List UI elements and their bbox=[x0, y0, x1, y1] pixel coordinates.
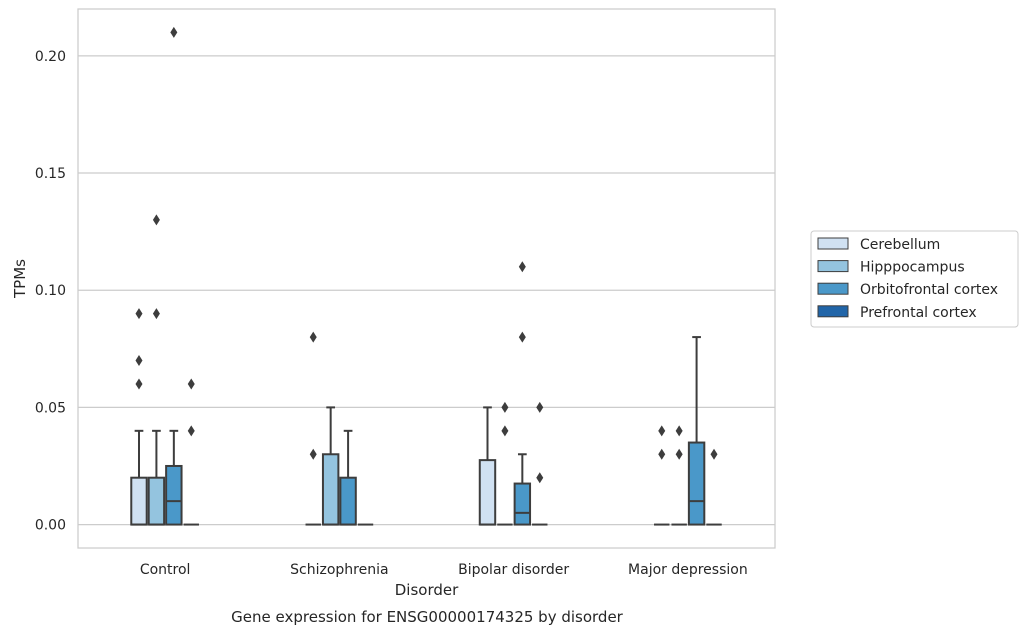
box-orbitofrontal-cortex bbox=[165, 26, 183, 526]
legend-swatch bbox=[817, 305, 849, 318]
outlier-point bbox=[710, 448, 718, 460]
legend-label: Prefrontal cortex bbox=[860, 305, 977, 321]
box-prefrontal-cortex bbox=[532, 401, 548, 526]
legend-item: Prefrontal cortex bbox=[817, 305, 977, 321]
box-body bbox=[478, 459, 497, 526]
outlier-point bbox=[170, 26, 178, 38]
outlier-point bbox=[152, 214, 160, 226]
x-axis-ticks: Control Schizophrenia Bipolar disorder Majo… bbox=[140, 562, 748, 578]
outlier-point bbox=[135, 308, 143, 320]
box-hipppocampus bbox=[671, 425, 687, 526]
y-gridlines bbox=[78, 55, 775, 526]
box-cerebellum bbox=[478, 406, 497, 526]
outlier-point bbox=[187, 425, 195, 437]
outlier-point bbox=[675, 425, 683, 437]
x-axis-label: Disorder bbox=[395, 581, 459, 599]
box-orbitofrontal-cortex bbox=[513, 261, 532, 526]
box-prefrontal-cortex bbox=[706, 448, 722, 526]
outlier-point bbox=[675, 448, 683, 460]
box-plot-marks bbox=[130, 26, 722, 526]
legend-item: Hipppocampus bbox=[817, 260, 965, 276]
outlier-point bbox=[501, 401, 509, 413]
box-body bbox=[147, 476, 166, 526]
box-hipppocampus bbox=[321, 406, 340, 526]
box-prefrontal-cortex bbox=[183, 378, 199, 526]
box-cerebellum bbox=[305, 331, 321, 526]
box-body bbox=[165, 464, 183, 526]
box-cerebellum bbox=[130, 308, 148, 526]
outlier-point bbox=[152, 308, 160, 320]
legend-label: Orbitofrontal cortex bbox=[860, 282, 998, 298]
outlier-point bbox=[501, 425, 509, 437]
outlier-point bbox=[309, 448, 317, 460]
box-cerebellum bbox=[654, 425, 670, 526]
y-tick-label: 0.15 bbox=[35, 166, 66, 182]
box-orbitofrontal-cortex bbox=[339, 429, 357, 526]
y-tick-label: 0.10 bbox=[35, 283, 66, 299]
outlier-point bbox=[518, 261, 526, 273]
legend-swatch bbox=[817, 260, 849, 273]
x-tick-label: Major depression bbox=[628, 562, 748, 578]
legend-item: Orbitofrontal cortex bbox=[817, 282, 998, 298]
box-body bbox=[687, 441, 706, 526]
x-tick-label: Schizophrenia bbox=[290, 562, 388, 578]
box-body bbox=[513, 482, 532, 526]
outlier-point bbox=[187, 378, 195, 390]
box-hipppocampus bbox=[147, 214, 166, 526]
legend: Cerebellum Hipppocampus Orbitofrontal cort… bbox=[810, 230, 1019, 328]
y-tick-label: 0.20 bbox=[35, 49, 66, 65]
y-axis-ticks: 0.00 0.05 0.10 0.15 0.20 bbox=[35, 49, 66, 534]
box-body bbox=[130, 476, 148, 526]
outlier-point bbox=[658, 425, 666, 437]
box-hipppocampus bbox=[497, 401, 513, 526]
outlier-point bbox=[135, 355, 143, 367]
outlier-point bbox=[309, 331, 317, 343]
outlier-point bbox=[536, 401, 544, 413]
box-orbitofrontal-cortex bbox=[687, 336, 706, 526]
box-body bbox=[339, 476, 357, 526]
outlier-point bbox=[658, 448, 666, 460]
outlier-point bbox=[536, 472, 544, 484]
y-tick-label: 0.05 bbox=[35, 400, 66, 416]
y-axis-label: TPMs bbox=[11, 259, 29, 299]
x-tick-label: Bipolar disorder bbox=[458, 562, 569, 578]
y-tick-label: 0.00 bbox=[35, 518, 66, 534]
legend-swatch bbox=[817, 282, 849, 295]
outlier-point bbox=[518, 331, 526, 343]
plot-frame bbox=[77, 8, 776, 549]
outlier-point bbox=[135, 378, 143, 390]
box-body bbox=[321, 453, 340, 526]
x-tick-label: Control bbox=[140, 562, 191, 578]
figure-caption: Gene expression for ENSG00000174325 by d… bbox=[231, 608, 624, 626]
legend-item: Cerebellum bbox=[817, 237, 940, 253]
legend-label: Hipppocampus bbox=[860, 260, 965, 276]
legend-frame bbox=[810, 230, 1019, 328]
legend-label: Cerebellum bbox=[860, 237, 940, 253]
legend-swatch bbox=[817, 237, 849, 250]
